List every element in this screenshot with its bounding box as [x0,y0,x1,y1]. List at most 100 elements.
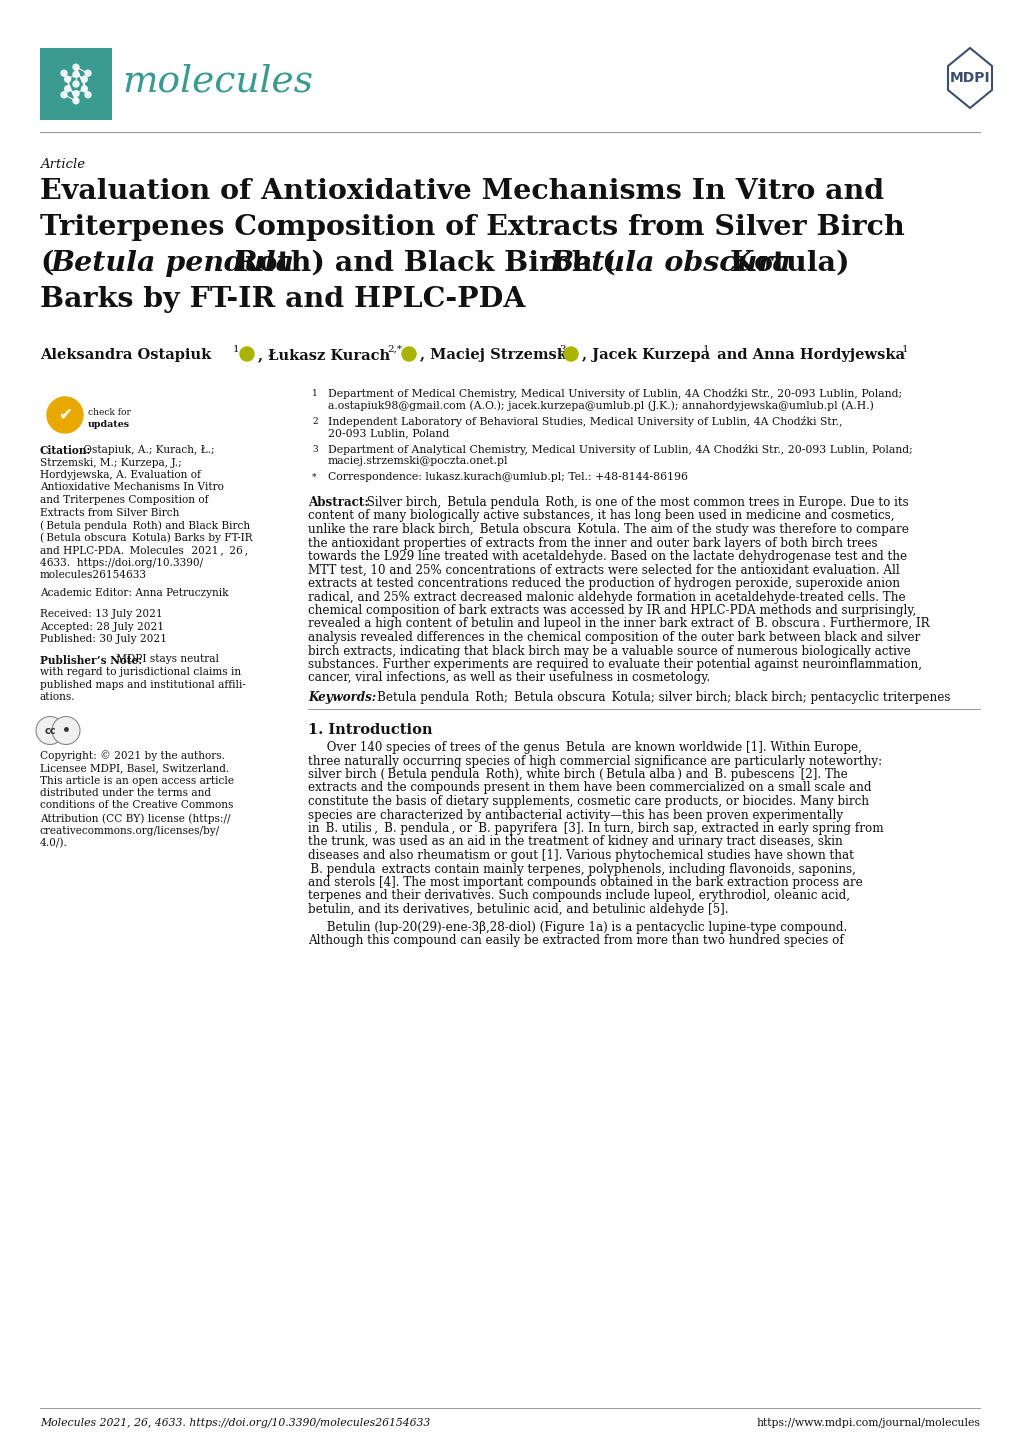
Text: a.ostapiuk98@gmail.com (A.O.); jacek.kurzepa@umlub.pl (J.K.); annahordyjewska@um: a.ostapiuk98@gmail.com (A.O.); jacek.kur… [328,399,873,411]
Text: Department of Analytical Chemistry, Medical University of Lublin, 4A Chodźki Str: Department of Analytical Chemistry, Medi… [328,444,912,456]
Text: Over 140 species of trees of the genus  Betula  are known worldwide [1]. Within : Over 140 species of trees of the genus B… [308,741,861,754]
Text: 4.0/).: 4.0/). [40,838,68,848]
Circle shape [73,81,78,87]
Circle shape [47,397,83,433]
Text: Attribution (CC BY) license (https://: Attribution (CC BY) license (https:// [40,813,230,823]
Text: Betulin (lup-20(29)-ene-3β,28-diol) (Figure 1a) is a pentacyclic lupine-type com: Betulin (lup-20(29)-ene-3β,28-diol) (Fig… [308,920,847,933]
Text: MDPI stays neutral: MDPI stays neutral [113,655,219,665]
Text: Silver birch,  Betula pendula  Roth, is one of the most common trees in Europe. : Silver birch, Betula pendula Roth, is on… [363,496,908,509]
Text: MDPI: MDPI [949,71,989,85]
Text: , Maciej Strzemski: , Maciej Strzemski [420,348,572,362]
Text: 1: 1 [232,345,239,353]
Text: Triterpenes Composition of Extracts from Silver Birch: Triterpenes Composition of Extracts from… [40,213,904,241]
Text: 3: 3 [558,345,566,353]
Text: check for: check for [88,408,130,417]
Circle shape [82,76,88,82]
Text: and sterols [4]. The most important compounds obtained in the bark extraction pr: and sterols [4]. The most important comp… [308,875,862,890]
Text: Betula obscura: Betula obscura [549,249,791,277]
Text: This article is an open access article: This article is an open access article [40,776,233,786]
Text: substances. Further experiments are required to evaluate their potential against: substances. Further experiments are requ… [308,658,921,671]
Circle shape [85,71,91,76]
Text: Hordyjewska, A. Evaluation of: Hordyjewska, A. Evaluation of [40,470,201,480]
Text: ations.: ations. [40,692,75,702]
Text: content of many biologically active substances, it has long been used in medicin: content of many biologically active subs… [308,509,894,522]
Text: three naturally occurring species of high commercial significance are particular: three naturally occurring species of hig… [308,754,881,767]
Circle shape [73,98,78,104]
Text: 2: 2 [312,417,317,425]
Text: betulin, and its derivatives, betulinic acid, and betulinic aldehyde [5].: betulin, and its derivatives, betulinic … [308,903,728,916]
Text: and HPLC-PDA.  Molecules   2021 ,  26 ,: and HPLC-PDA. Molecules 2021 , 26 , [40,545,248,555]
Text: species are characterized by antibacterial activity—this has been proven experim: species are characterized by antibacteri… [308,809,843,822]
Text: Antioxidative Mechanisms In Vitro: Antioxidative Mechanisms In Vitro [40,483,223,493]
Text: Betula pendula: Betula pendula [51,249,294,277]
Text: ( Betula obscura  Kotula) Barks by FT-IR: ( Betula obscura Kotula) Barks by FT-IR [40,532,253,544]
Text: and Anna Hordyjewska: and Anna Hordyjewska [711,348,904,362]
Text: molecules: molecules [122,63,313,99]
Text: in  B. utilis ,  B. pendula , or  B. papyrifera  [3]. In turn, birch sap, extrac: in B. utilis , B. pendula , or B. papyri… [308,822,882,835]
Text: radical, and 25% extract decreased malonic aldehyde formation in acetaldehyde-tr: radical, and 25% extract decreased malon… [308,591,905,604]
Text: ✔: ✔ [58,407,72,424]
Text: ( Betula pendula  Roth) and Black Birch: ( Betula pendula Roth) and Black Birch [40,521,250,531]
Text: cancer, viral infections, as well as their usefulness in cosmetology.: cancer, viral infections, as well as the… [308,672,709,685]
Text: birch extracts, indicating that black birch may be a valuable source of numerous: birch extracts, indicating that black bi… [308,645,910,658]
Circle shape [36,717,64,744]
Text: 2,*: 2,* [386,345,401,353]
Text: Molecules 2021, 26, 4633. https://doi.org/10.3390/molecules26154633: Molecules 2021, 26, 4633. https://doi.or… [40,1417,430,1428]
Text: Department of Medical Chemistry, Medical University of Lublin, 4A Chodźki Str., : Department of Medical Chemistry, Medical… [328,388,901,399]
Text: Academic Editor: Anna Petruczynik: Academic Editor: Anna Petruczynik [40,588,228,598]
Text: conditions of the Creative Commons: conditions of the Creative Commons [40,800,233,810]
Text: MTT test, 10 and 25% concentrations of extracts were selected for the antioxidan: MTT test, 10 and 25% concentrations of e… [308,564,899,577]
Text: unlike the rare black birch,  Betula obscura  Kotula. The aim of the study was t: unlike the rare black birch, Betula obsc… [308,523,908,536]
Text: Ostapiuk, A.; Kurach, Ł.;: Ostapiuk, A.; Kurach, Ł.; [79,446,214,456]
Text: distributed under the terms and: distributed under the terms and [40,787,211,797]
Text: 4633.  https://doi.org/10.3390/: 4633. https://doi.org/10.3390/ [40,558,203,568]
Circle shape [73,72,78,78]
Text: 20-093 Lublin, Poland: 20-093 Lublin, Poland [328,428,449,438]
Text: creativecommons.org/licenses/by/: creativecommons.org/licenses/by/ [40,825,220,835]
Text: 1: 1 [901,345,908,353]
Text: Article: Article [40,159,85,172]
Text: Received: 13 July 2021: Received: 13 July 2021 [40,609,162,619]
Circle shape [61,92,67,98]
Text: Licensee MDPI, Basel, Switzerland.: Licensee MDPI, Basel, Switzerland. [40,763,229,773]
Text: cc: cc [44,725,56,735]
Text: https://www.mdpi.com/journal/molecules: https://www.mdpi.com/journal/molecules [755,1417,979,1428]
Text: 1: 1 [702,345,709,353]
Text: D: D [406,349,412,359]
Text: , Łukasz Kurach: , Łukasz Kurach [258,348,389,362]
Text: , Jacek Kurzepa: , Jacek Kurzepa [582,348,709,362]
Text: Barks by FT-IR and HPLC-PDA: Barks by FT-IR and HPLC-PDA [40,286,525,313]
Text: Evaluation of Antioxidative Mechanisms In Vitro and: Evaluation of Antioxidative Mechanisms I… [40,177,883,205]
Text: silver birch ( Betula pendula  Roth), white birch ( Betula alba ) and  B. pubesc: silver birch ( Betula pendula Roth), whi… [308,769,847,782]
Text: Although this compound can easily be extracted from more than two hundred specie: Although this compound can easily be ext… [308,934,843,947]
Text: analysis revealed differences in the chemical composition of the outer bark betw: analysis revealed differences in the che… [308,632,919,645]
Text: 1: 1 [312,389,318,398]
Circle shape [64,76,70,82]
Text: towards the L929 line treated with acetaldehyde. Based on the lactate dehydrogen: towards the L929 line treated with aceta… [308,549,906,562]
Text: (: ( [40,249,53,277]
Text: Accepted: 28 July 2021: Accepted: 28 July 2021 [40,622,164,632]
Text: *: * [312,473,316,482]
Text: molecules26154633: molecules26154633 [40,570,147,580]
Text: D: D [568,349,574,359]
Text: Copyright: © 2021 by the authors.: Copyright: © 2021 by the authors. [40,750,225,761]
Text: Publisher’s Note:: Publisher’s Note: [40,655,142,666]
Text: the antioxidant properties of extracts from the inner and outer bark layers of b: the antioxidant properties of extracts f… [308,536,876,549]
Circle shape [85,92,91,98]
Text: maciej.strzemski@poczta.onet.pl: maciej.strzemski@poczta.onet.pl [328,456,508,466]
Text: Extracts from Silver Birch: Extracts from Silver Birch [40,508,179,518]
Text: published maps and institutional affili-: published maps and institutional affili- [40,679,246,689]
Text: Roth) and Black Birch (: Roth) and Black Birch ( [225,249,615,277]
Text: Citation:: Citation: [40,446,92,456]
Text: extracts at tested concentrations reduced the production of hydrogen peroxide, s: extracts at tested concentrations reduce… [308,577,899,590]
Text: D: D [244,349,250,359]
Text: Published: 30 July 2021: Published: 30 July 2021 [40,634,167,645]
Text: Abstract:: Abstract: [308,496,369,509]
Text: the trunk, was used as an aid in the treatment of kidney and urinary tract disea: the trunk, was used as an aid in the tre… [308,835,842,848]
Circle shape [52,717,79,744]
Text: B. pendula  extracts contain mainly terpenes, polyphenols, including flavonoids,: B. pendula extracts contain mainly terpe… [308,862,855,875]
Text: Betula pendula  Roth;  Betula obscura  Kotula; silver birch; black birch; pentac: Betula pendula Roth; Betula obscura Kotu… [371,691,950,704]
Text: constitute the basis of dietary supplements, cosmetic care products, or biocides: constitute the basis of dietary suppleme… [308,795,868,808]
Circle shape [564,348,578,360]
FancyBboxPatch shape [40,48,112,120]
